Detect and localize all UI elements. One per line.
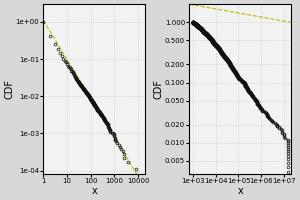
Y-axis label: CDF: CDF	[4, 79, 14, 99]
X-axis label: x: x	[92, 186, 97, 196]
Y-axis label: CDF: CDF	[153, 79, 164, 99]
X-axis label: x: x	[237, 186, 243, 196]
